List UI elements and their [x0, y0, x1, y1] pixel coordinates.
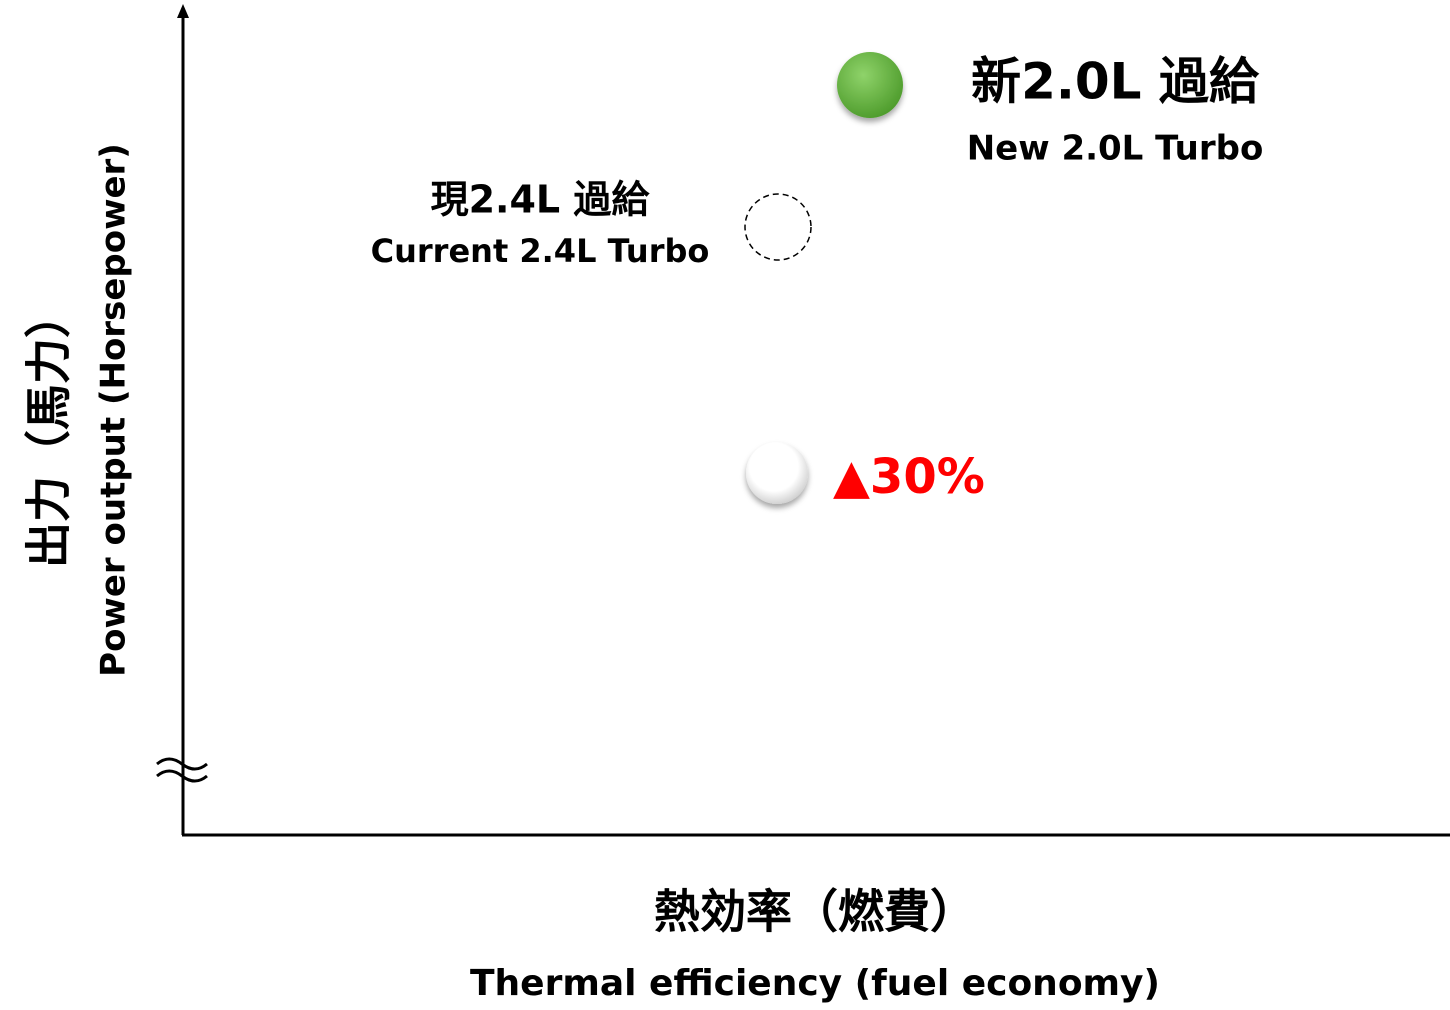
- point-label-en: New 2.0L Turbo: [967, 129, 1264, 169]
- new-point: [837, 52, 903, 118]
- point-label-en: Current 2.4L Turbo: [371, 232, 710, 270]
- reduced-point: [746, 442, 808, 504]
- annotation: ▲30%: [833, 449, 985, 505]
- y-label-en: Power output (Horsepower): [94, 143, 134, 677]
- x-label-ja: 熱効率（燃費）: [654, 885, 976, 939]
- y-axis-arrow: [177, 4, 189, 18]
- current-point: [744, 193, 812, 261]
- x-label-en: Thermal efficiency (fuel economy): [470, 963, 1160, 1004]
- axis-break: [156, 757, 208, 783]
- point-label-ja: 新2.0L 過給: [971, 53, 1260, 111]
- point-label-ja: 現2.4L 過給: [431, 178, 651, 222]
- y-label-ja: 出力（馬力）: [22, 292, 76, 568]
